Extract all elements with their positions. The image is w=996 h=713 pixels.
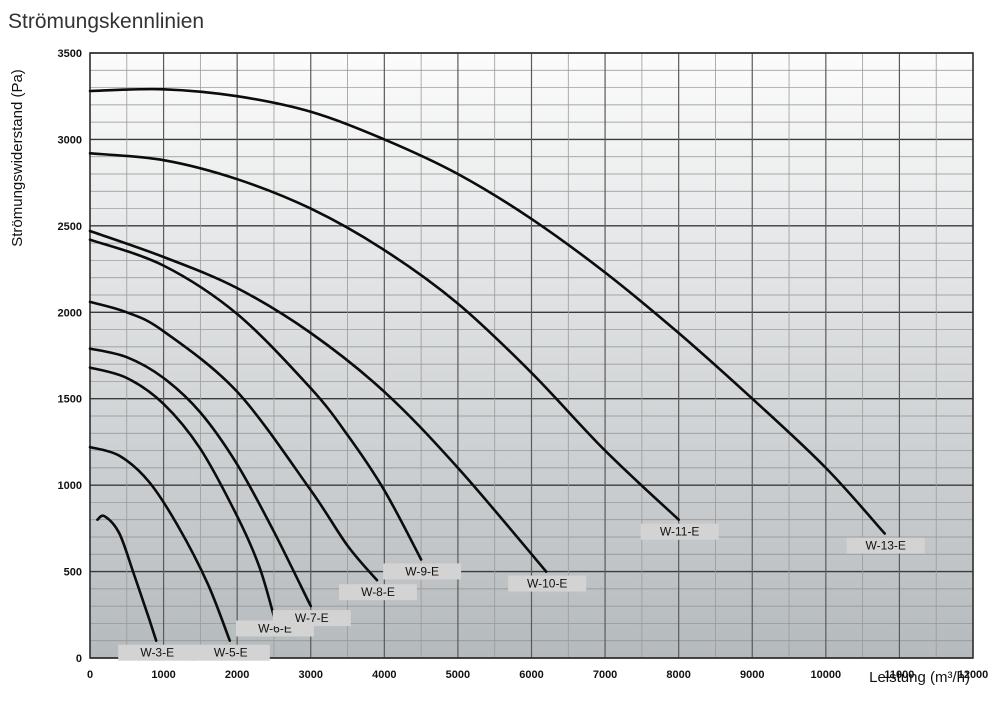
curve-label-box: [191, 644, 270, 661]
y-tick-label: 2500: [58, 221, 82, 233]
y-tick-label: 1000: [58, 480, 82, 492]
y-tick-label: 3000: [58, 134, 82, 146]
curve-label-text: W-9-E: [405, 564, 439, 578]
x-tick-label: 5000: [446, 669, 470, 681]
curve-w-3-e: [96, 514, 158, 642]
curve-label-text: W-8-E: [361, 585, 395, 599]
y-tick-label: 0: [76, 653, 82, 665]
x-tick-label: 12000: [958, 669, 989, 681]
x-tick-label: 2000: [225, 669, 249, 681]
curve-label-w-9-e: W-9-E: [383, 563, 462, 580]
x-tick-label: 11000: [884, 669, 914, 681]
curve-label-text: W-11-E: [660, 525, 700, 539]
curve-label-box: [118, 644, 197, 661]
x-tick-label: 10000: [811, 669, 842, 681]
x-tick-label: 0: [87, 669, 93, 681]
plot-frame: [89, 52, 974, 659]
y-tick-label: 2000: [58, 307, 82, 319]
x-tick-label: 4000: [372, 669, 396, 681]
x-tick-label: 8000: [666, 669, 690, 681]
curve-label-text: W-5-E: [214, 646, 248, 660]
curve-label-box: [272, 610, 351, 627]
curve-labels: W-3-E W-5-EW-6-EW-7-EW-8-EW-9-EW-10-EW-11…: [118, 523, 925, 661]
x-tick-label: 1000: [151, 669, 175, 681]
curve-w-8-e: [88, 300, 379, 582]
curve-w-10-e: [88, 229, 548, 573]
curve-label-box: [846, 537, 925, 554]
y-axis-label: Strömungswiderstand (Pa): [9, 69, 26, 247]
curve-label-w-7-e: W-7-E: [272, 610, 351, 627]
curve-label-box: [338, 584, 417, 601]
curve-w-11-e: [88, 152, 680, 521]
curve-w-13-e: [88, 87, 886, 535]
curve-label-text: W-13-E: [865, 539, 905, 553]
x-tick-label: 6000: [519, 669, 543, 681]
curve-label-w-3-e: W-3-E: [118, 644, 197, 661]
curve-label-w-13-e: W-13-E: [846, 537, 925, 554]
curve-label-w-10-e: W-10-E: [508, 575, 587, 592]
y-tick-label: 3500: [58, 48, 82, 60]
x-tick-label: 7000: [593, 669, 617, 681]
curve-w-7-e: [88, 347, 313, 608]
y-tick-label: 500: [64, 567, 82, 579]
curve-label-text: W-7-E: [295, 611, 329, 625]
chart-title: Strömungskennlinien: [8, 10, 205, 33]
curve-w-9-e: [88, 238, 423, 561]
curve-label-text: W-10-E: [527, 577, 567, 591]
curve-label-w-8-e: W-8-E: [338, 584, 417, 601]
curve-label-box: [383, 563, 462, 580]
curve-w-6-e: [88, 366, 276, 618]
curve-label-box: [508, 575, 587, 592]
x-axis-label: Leistung (m³/h): [869, 669, 970, 686]
curve-label-w-11-e: W-11-E: [640, 523, 719, 540]
curve-label-w-5-e: W-5-E: [191, 644, 270, 661]
curve-w-5-e: [88, 445, 232, 642]
y-tick-label: 1500: [58, 394, 82, 406]
x-tick-label: 3000: [299, 669, 323, 681]
curve-label-text: W-3-E: [140, 646, 174, 660]
tick-labels: 0 1000 2000 3000 4000 5000 6000 7000 8000 9000 100…: [58, 48, 989, 681]
x-tick-label: 9000: [740, 669, 764, 681]
curve-label-box: [640, 523, 719, 540]
curves: [88, 87, 886, 642]
